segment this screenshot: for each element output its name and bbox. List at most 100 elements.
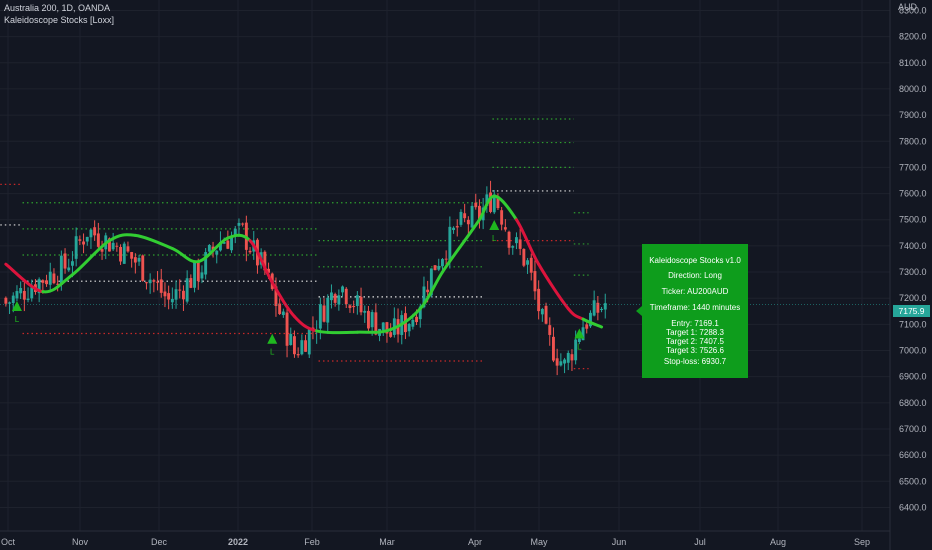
candle-body	[241, 223, 245, 225]
panel-title: Kaleidoscope Stocks v1.0	[649, 256, 741, 265]
candle-body	[470, 205, 474, 228]
candle-body	[474, 202, 478, 208]
y-tick-label: 8300.0	[899, 5, 927, 15]
candle-body	[333, 294, 337, 303]
trend-line-up	[463, 218, 481, 243]
candle-body	[204, 252, 208, 275]
long-signal-label: L	[270, 348, 275, 357]
candle-body	[363, 310, 367, 313]
candle-body	[389, 332, 393, 337]
candle-body	[89, 229, 93, 238]
candle-body	[577, 338, 581, 342]
candle-body	[540, 309, 544, 315]
trend-line-up	[389, 307, 422, 332]
candle-body	[511, 246, 515, 248]
candle-body	[337, 295, 341, 305]
x-tick-label: Apr	[468, 537, 482, 547]
candle-body	[548, 325, 552, 335]
candle-body	[108, 238, 111, 252]
candle-body	[563, 359, 566, 364]
candle-body	[178, 289, 182, 291]
candle-body	[41, 280, 45, 283]
long-signal-label: L	[577, 343, 582, 352]
candle-body	[185, 278, 189, 302]
trend-line-up	[226, 233, 252, 243]
candle-body	[96, 233, 100, 247]
trend-line-up	[355, 328, 393, 334]
candle-body	[600, 308, 603, 310]
candle-body	[526, 260, 529, 265]
x-tick-label: Sep	[854, 537, 870, 547]
panel-timeframe: Timeframe: 1440 minutes	[649, 303, 741, 312]
x-tick-label: May	[530, 537, 548, 547]
candle-body	[126, 246, 130, 252]
candle-body	[433, 265, 437, 271]
indicator-legend[interactable]: Kaleidoscope Stocks [Loxx]	[4, 15, 115, 25]
long-signal-label: L	[492, 234, 497, 243]
candle-body	[515, 237, 518, 244]
y-tick-label: 6500.0	[899, 476, 927, 486]
last-price-tag: 7175.9	[893, 305, 930, 317]
candle-body	[45, 280, 48, 285]
candle-body	[555, 358, 559, 366]
symbol-legend[interactable]: Australia 200, 1D, OANDA	[4, 3, 111, 13]
y-tick-label: 6900.0	[899, 372, 927, 382]
candle-body	[219, 241, 222, 251]
candle-body	[478, 205, 481, 219]
y-tick-label: 7400.0	[899, 241, 927, 251]
candle-body	[341, 286, 344, 293]
candle-body	[111, 242, 115, 250]
x-tick-label: Dec	[151, 537, 168, 547]
candle-body	[459, 211, 463, 225]
candle-body	[122, 243, 126, 264]
candle-body	[230, 235, 233, 251]
panel-target-3: Target 3: 7526.6	[666, 346, 724, 355]
candle-body	[163, 291, 167, 297]
y-tick-label: 7000.0	[899, 346, 927, 356]
candle-body	[407, 324, 411, 332]
x-tick-label: 2022	[228, 537, 248, 547]
trend-line-down	[566, 307, 585, 321]
candle-body	[19, 288, 23, 294]
x-tick-label: Jul	[694, 537, 706, 547]
candle-body	[589, 312, 592, 327]
candle-body	[348, 305, 352, 309]
candle-body	[463, 213, 467, 219]
y-tick-label: 6800.0	[899, 398, 927, 408]
trend-line-down	[248, 239, 274, 285]
candle-body	[422, 286, 426, 308]
trend-line-up	[41, 273, 74, 294]
candle-body	[30, 287, 34, 299]
candle-body	[237, 222, 241, 226]
y-tick-label: 6600.0	[899, 450, 927, 460]
candle-body	[133, 257, 137, 263]
candle-body	[537, 288, 541, 312]
candle-body	[15, 291, 19, 299]
candle-body	[596, 302, 600, 313]
candle-body	[207, 245, 211, 252]
candle-body	[585, 324, 589, 329]
candle-body	[85, 236, 89, 242]
candle-body	[200, 272, 204, 279]
long-signal-arrow	[489, 219, 500, 230]
trend-line-up	[492, 194, 518, 222]
candle-body	[374, 312, 378, 335]
candle-body	[522, 248, 526, 266]
trend-line-up	[107, 233, 137, 243]
y-tick-label: 7900.0	[899, 110, 927, 120]
y-tick-label: 7300.0	[899, 267, 927, 277]
candle-body	[82, 241, 85, 245]
panel-target-2: Target 2: 7407.5	[666, 337, 724, 346]
candle-body	[381, 322, 385, 331]
candle-body	[26, 298, 30, 301]
candle-body	[233, 228, 237, 236]
candle-body	[507, 231, 511, 248]
trend-line-down	[270, 281, 296, 319]
candle-body	[115, 245, 119, 247]
panel-stop-loss: Stop-loss: 6930.7	[663, 357, 727, 366]
trend-line-up	[581, 317, 604, 329]
panel-ticker: Ticker: AU200AUD	[661, 287, 729, 296]
candle-body	[263, 251, 267, 271]
candle-body	[385, 322, 389, 334]
